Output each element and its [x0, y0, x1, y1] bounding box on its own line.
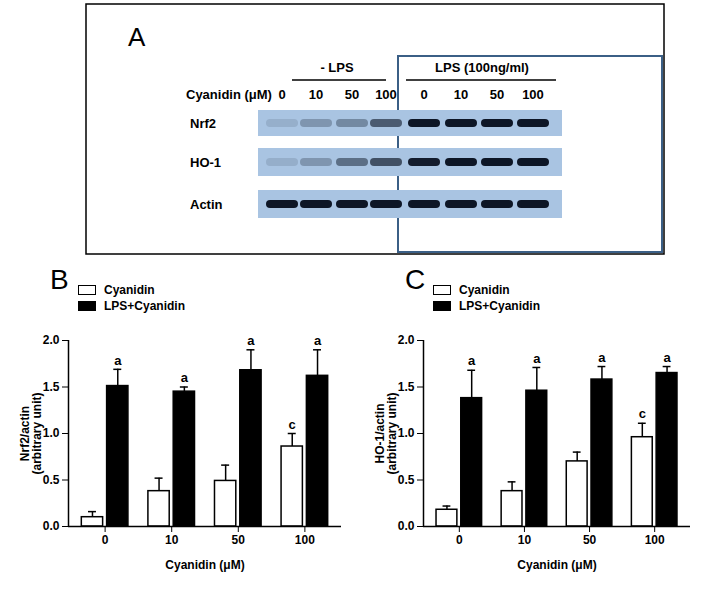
svg-text:10: 10	[309, 87, 323, 102]
svg-text:Cyanidin (μM): Cyanidin (μM)	[165, 558, 244, 572]
svg-text:a: a	[114, 352, 122, 367]
svg-text:HO-1/actin(arbitrary unit): HO-1/actin(arbitrary unit)	[373, 392, 399, 474]
svg-text:Actin: Actin	[190, 197, 223, 212]
svg-text:100: 100	[375, 87, 397, 102]
svg-text:10: 10	[454, 87, 468, 102]
svg-text:2.0: 2.0	[398, 333, 415, 347]
html-text:Cyanidin: Cyanidin	[104, 283, 155, 297]
svg-text:Nrf2/actin(arbitrary unit): Nrf2/actin(arbitrary unit)	[18, 392, 44, 474]
svg-text:A: A	[128, 22, 146, 52]
svg-text:0.0: 0.0	[398, 519, 415, 533]
svg-text:1.5: 1.5	[398, 380, 415, 394]
svg-text:0.5: 0.5	[43, 473, 60, 487]
svg-text:50: 50	[490, 87, 504, 102]
html-text:LPS+Cyanidin: LPS+Cyanidin	[459, 299, 540, 313]
svg-text:Cyanidin (μM): Cyanidin (μM)	[186, 87, 272, 102]
svg-text:2.0: 2.0	[43, 333, 60, 347]
svg-text:Nrf2: Nrf2	[190, 116, 216, 131]
html-text:C: C	[405, 264, 426, 295]
svg-text:0: 0	[278, 87, 285, 102]
svg-text:Cyanidin (μM): Cyanidin (μM)	[517, 558, 596, 572]
html-text:LPS+Cyanidin: LPS+Cyanidin	[104, 299, 185, 313]
svg-text:100: 100	[645, 533, 665, 547]
svg-text:a: a	[247, 333, 255, 348]
html-text:Cyanidin: Cyanidin	[459, 283, 510, 297]
svg-text:HO-1: HO-1	[190, 155, 221, 170]
svg-text:50: 50	[583, 533, 597, 547]
svg-text:1.0: 1.0	[43, 426, 60, 440]
svg-text:c: c	[639, 406, 646, 421]
svg-text:a: a	[598, 350, 606, 365]
svg-text:a: a	[314, 333, 322, 348]
svg-text:10: 10	[165, 533, 179, 547]
svg-text:LPS (100ng/ml): LPS (100ng/ml)	[435, 60, 529, 75]
svg-text:0: 0	[420, 87, 427, 102]
svg-text:a: a	[468, 353, 476, 368]
svg-text:1.5: 1.5	[43, 380, 60, 394]
svg-text:50: 50	[345, 87, 359, 102]
svg-text:50: 50	[232, 533, 246, 547]
svg-text:a: a	[533, 351, 541, 366]
html-text:B: B	[50, 264, 69, 295]
svg-text:100: 100	[522, 87, 544, 102]
svg-text:a: a	[181, 370, 189, 385]
svg-text:0.5: 0.5	[398, 473, 415, 487]
svg-text:100: 100	[295, 533, 315, 547]
svg-text:1.0: 1.0	[398, 426, 415, 440]
svg-text:- LPS: - LPS	[320, 60, 354, 75]
svg-text:10: 10	[518, 533, 532, 547]
svg-text:0.0: 0.0	[43, 519, 60, 533]
svg-text:a: a	[663, 350, 671, 365]
svg-text:0: 0	[102, 533, 109, 547]
svg-text:c: c	[289, 417, 296, 432]
svg-text:0: 0	[456, 533, 463, 547]
